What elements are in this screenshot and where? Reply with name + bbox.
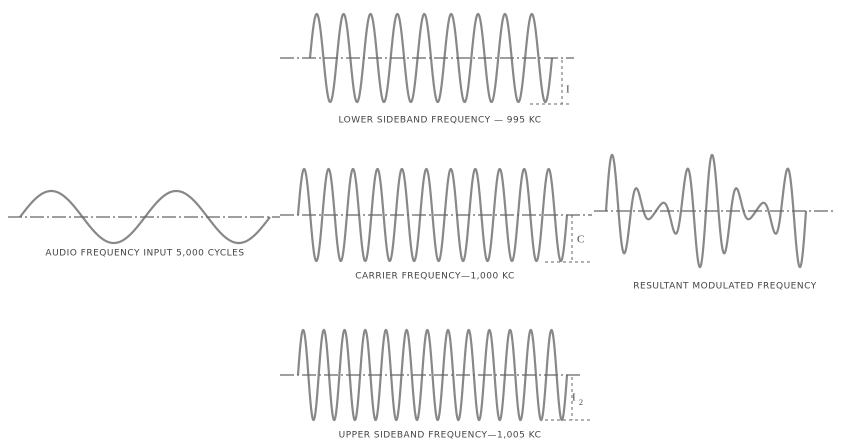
caption: LOWER SIDEBAND FREQUENCY — 995 KC: [338, 116, 541, 126]
caption: RESULTANT MODULATED FREQUENCY: [633, 282, 816, 292]
amplitude-label: I: [566, 84, 570, 96]
caption: AUDIO FREQUENCY INPUT 5,000 CYCLES: [45, 249, 244, 259]
waveform: [296, 328, 569, 422]
caption: CARRIER FREQUENCY—1,000 KC: [355, 272, 515, 282]
waveform: [296, 167, 569, 263]
amplitude-subscript: 2: [579, 398, 584, 407]
amplitude-label: I: [572, 392, 576, 404]
amplitude-label: C: [577, 234, 585, 246]
caption: UPPER SIDEBAND FREQUENCY—1,005 KC: [339, 431, 542, 441]
